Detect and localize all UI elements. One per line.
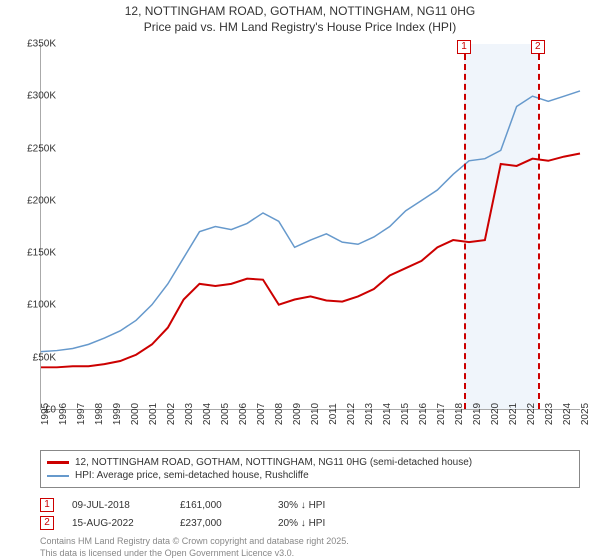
x-tick-label: 2005 [220, 403, 231, 425]
x-tick-label: 2018 [454, 403, 465, 425]
x-tick-label: 2013 [364, 403, 375, 425]
y-tick-label: £250K [16, 143, 56, 154]
x-tick-label: 2012 [346, 403, 357, 425]
legend: 12, NOTTINGHAM ROAD, GOTHAM, NOTTINGHAM,… [40, 450, 580, 488]
sale-diff: 30% ↓ HPI [278, 500, 325, 511]
y-tick-label: £100K [16, 300, 56, 311]
sale-badge: 1 [40, 498, 54, 512]
x-tick-label: 2022 [526, 403, 537, 425]
x-tick-label: 1998 [94, 403, 105, 425]
legend-swatch-2 [47, 475, 69, 477]
x-tick-label: 2002 [166, 403, 177, 425]
sale-diff: 20% ↓ HPI [278, 518, 325, 529]
x-tick-label: 2003 [184, 403, 195, 425]
x-tick-label: 2010 [310, 403, 321, 425]
x-tick-label: 2006 [238, 403, 249, 425]
legend-swatch-1 [47, 461, 69, 464]
sale-marker-line [538, 44, 540, 409]
series-price_paid [41, 154, 580, 368]
x-tick-label: 2014 [382, 403, 393, 425]
credits: Contains HM Land Registry data © Crown c… [40, 536, 580, 559]
y-tick-label: £150K [16, 248, 56, 259]
x-tick-label: 2025 [580, 403, 591, 425]
sale-badge: 2 [40, 516, 54, 530]
x-tick-label: 1999 [112, 403, 123, 425]
credits-line-1: Contains HM Land Registry data © Crown c… [40, 536, 580, 548]
x-tick-label: 1996 [58, 403, 69, 425]
x-tick-label: 2023 [544, 403, 555, 425]
chart-container: 12, NOTTINGHAM ROAD, GOTHAM, NOTTINGHAM,… [0, 0, 600, 560]
plot-area: 12 [40, 44, 580, 410]
sale-price: £161,000 [180, 500, 260, 511]
x-tick-label: 2011 [328, 403, 339, 425]
x-tick-label: 1995 [40, 403, 51, 425]
x-tick-label: 2000 [130, 403, 141, 425]
x-tick-label: 2016 [418, 403, 429, 425]
y-tick-label: £200K [16, 195, 56, 206]
title-line-1: 12, NOTTINGHAM ROAD, GOTHAM, NOTTINGHAM,… [10, 4, 590, 20]
x-tick-label: 2007 [256, 403, 267, 425]
sale-row: 1 09-JUL-2018 £161,000 30% ↓ HPI [40, 498, 580, 512]
legend-label-2: HPI: Average price, semi-detached house,… [75, 470, 309, 481]
legend-label-1: 12, NOTTINGHAM ROAD, GOTHAM, NOTTINGHAM,… [75, 457, 472, 468]
sale-date: 15-AUG-2022 [72, 518, 162, 529]
legend-row-1: 12, NOTTINGHAM ROAD, GOTHAM, NOTTINGHAM,… [47, 457, 573, 468]
x-tick-label: 2009 [292, 403, 303, 425]
title-line-2: Price paid vs. HM Land Registry's House … [10, 20, 590, 36]
x-tick-label: 2017 [436, 403, 447, 425]
sale-marker-line [464, 44, 466, 409]
sale-marker-badge: 1 [457, 40, 471, 54]
y-tick-label: £50K [16, 352, 56, 363]
x-tick-label: 2019 [472, 403, 483, 425]
x-tick-label: 2008 [274, 403, 285, 425]
x-tick-label: 1997 [76, 403, 87, 425]
y-tick-label: £300K [16, 91, 56, 102]
chart-svg [41, 44, 580, 409]
series-hpi [41, 91, 580, 352]
sale-date: 09-JUL-2018 [72, 500, 162, 511]
x-tick-label: 2021 [508, 403, 519, 425]
legend-row-2: HPI: Average price, semi-detached house,… [47, 470, 573, 481]
x-tick-label: 2015 [400, 403, 411, 425]
y-tick-label: £350K [16, 39, 56, 50]
footer: 1 09-JUL-2018 £161,000 30% ↓ HPI 2 15-AUG-202… [40, 494, 580, 559]
credits-line-2: This data is licensed under the Open Gov… [40, 548, 580, 560]
x-tick-label: 2004 [202, 403, 213, 425]
sale-row: 2 15-AUG-2022 £237,000 20% ↓ HPI [40, 516, 580, 530]
sale-price: £237,000 [180, 518, 260, 529]
x-tick-label: 2024 [562, 403, 573, 425]
x-tick-label: 2020 [490, 403, 501, 425]
chart-title: 12, NOTTINGHAM ROAD, GOTHAM, NOTTINGHAM,… [0, 0, 600, 35]
x-tick-label: 2001 [148, 403, 159, 425]
sale-marker-badge: 2 [531, 40, 545, 54]
